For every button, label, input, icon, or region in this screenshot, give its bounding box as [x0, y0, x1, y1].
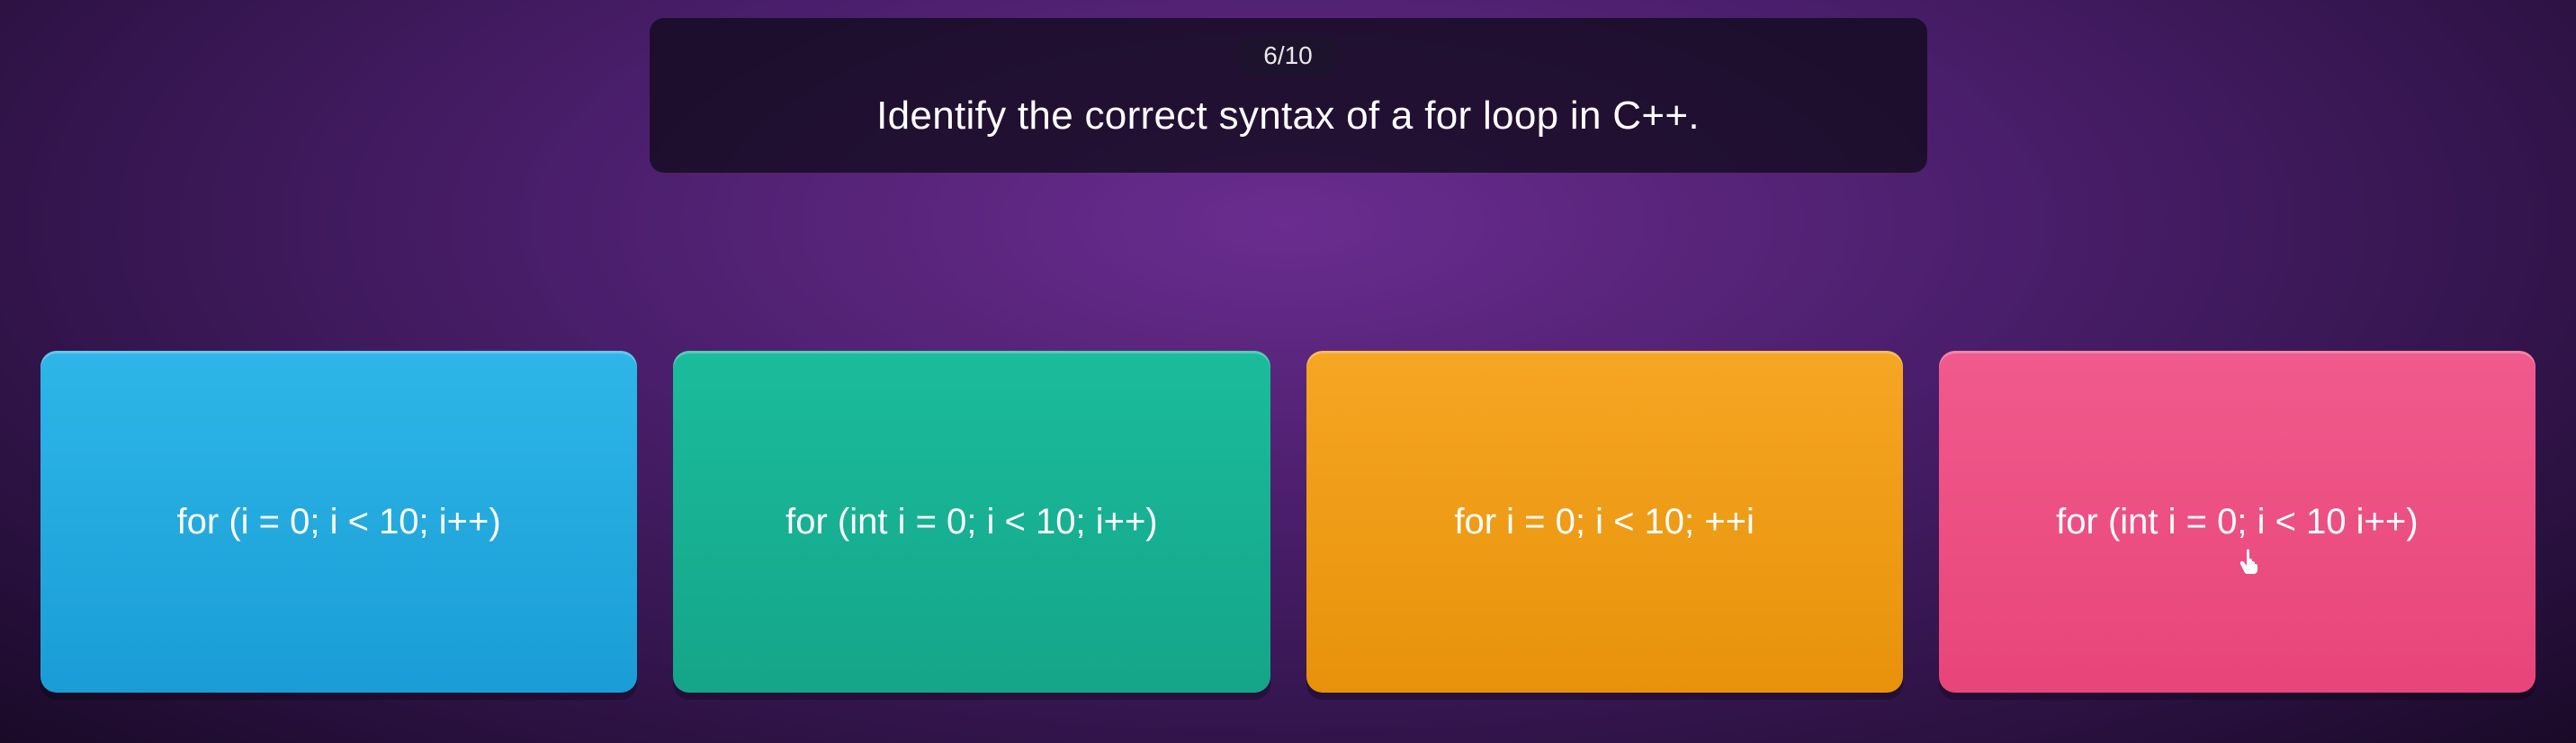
answer-option-2[interactable]: for (int i = 0; i < 10; i++): [673, 351, 1270, 693]
answer-label: for i = 0; i < 10; ++i: [1454, 502, 1755, 542]
answer-label: for (int i = 0; i < 10; i++): [785, 502, 1158, 542]
progress-indicator: 6/10: [1238, 36, 1338, 76]
answer-label: for (i = 0; i < 10; i++): [177, 502, 501, 542]
answer-option-1[interactable]: for (i = 0; i < 10; i++): [40, 351, 637, 693]
answer-option-3[interactable]: for i = 0; i < 10; ++i: [1306, 351, 1903, 693]
answers-container: for (i = 0; i < 10; i++) for (int i = 0;…: [40, 351, 2536, 693]
cursor-icon: [2239, 549, 2260, 580]
question-panel: 6/10 Identify the correct syntax of a fo…: [650, 18, 1927, 173]
answer-option-4[interactable]: for (int i = 0; i < 10 i++): [1939, 351, 2536, 693]
question-text: Identify the correct syntax of a for loo…: [876, 94, 1700, 139]
answer-label: for (int i = 0; i < 10 i++): [2056, 502, 2418, 542]
